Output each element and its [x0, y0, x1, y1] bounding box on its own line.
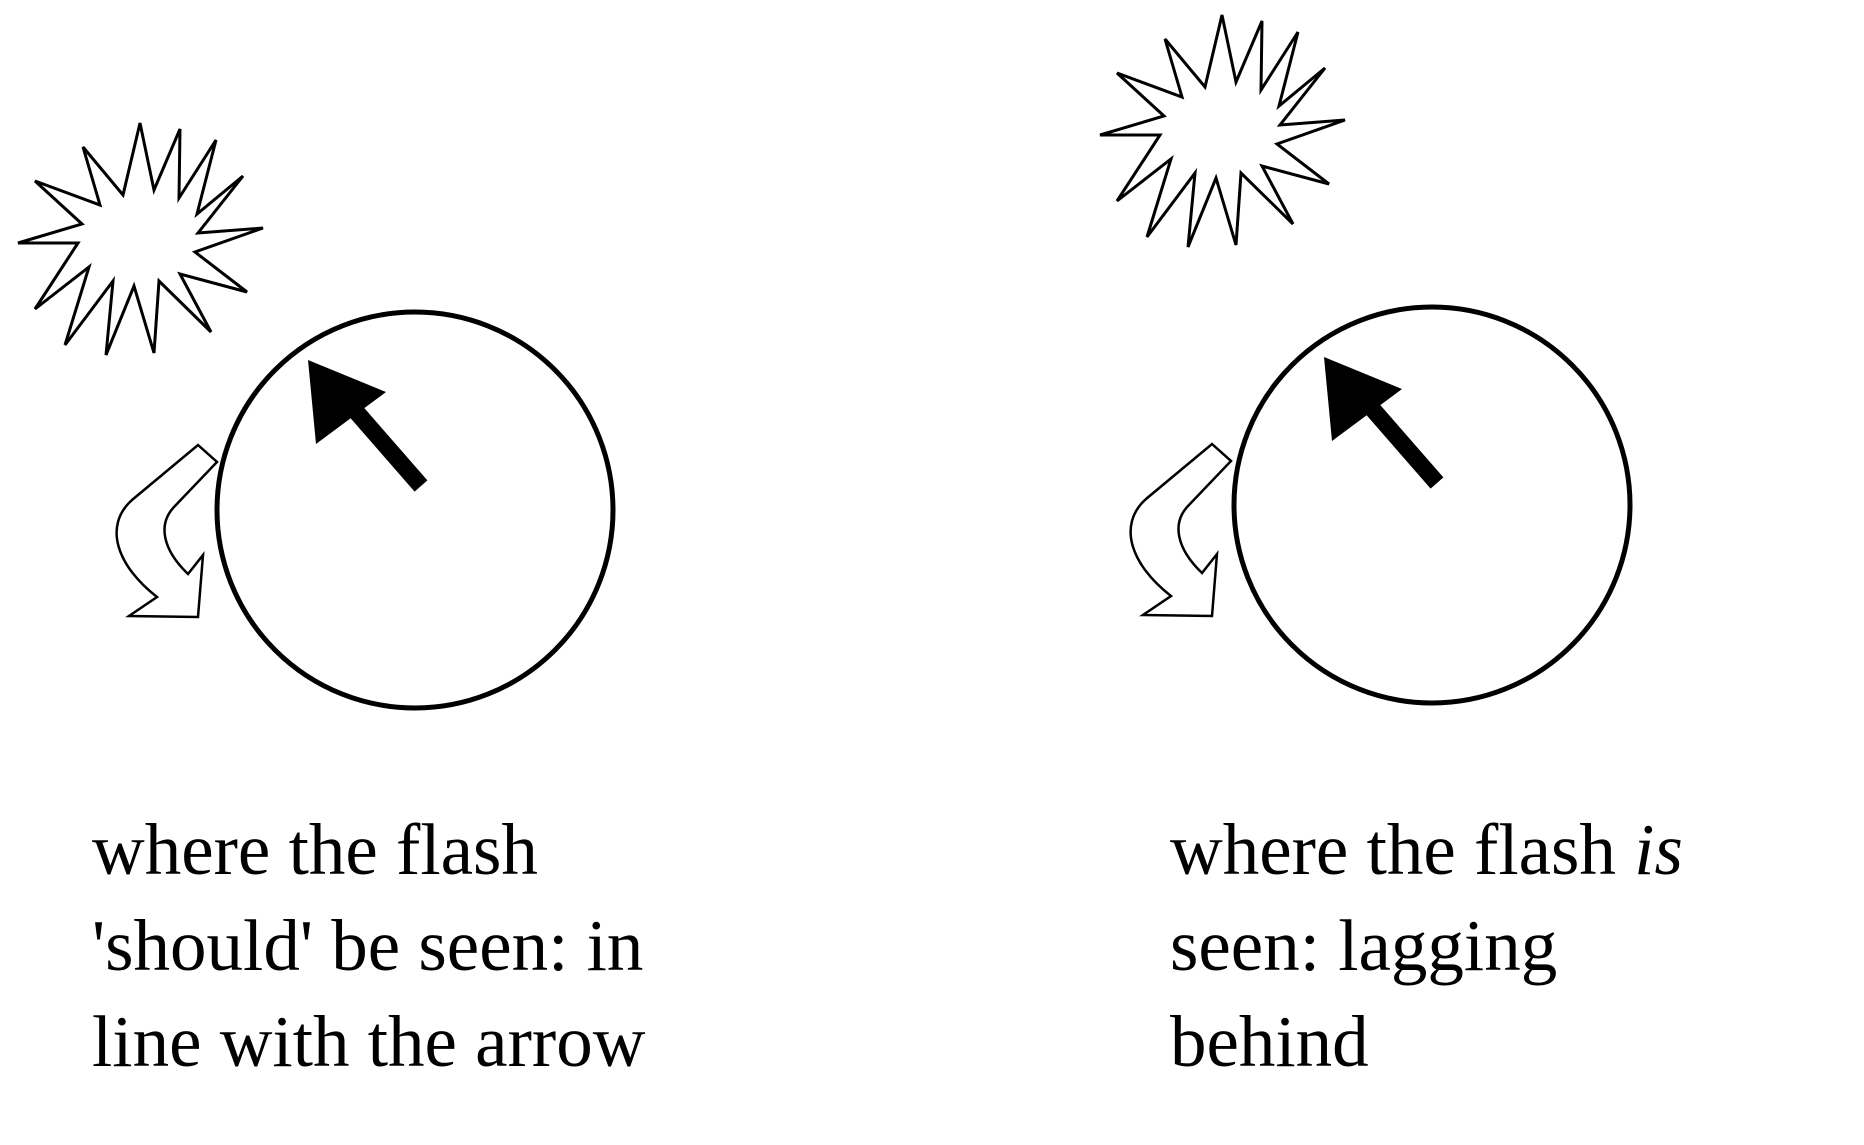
figure-perceived: [1098, 13, 1633, 706]
flash-starburst-perceived: [1098, 13, 1347, 249]
caption-line: where the flash is: [1170, 802, 1683, 898]
rotating-disc-perceived: [1231, 304, 1633, 706]
caption-line: behind: [1170, 1001, 1369, 1082]
clock-hand-arrow-perceived: [1324, 357, 1437, 483]
caption-line: where the flash: [92, 809, 538, 890]
caption-perceived: where the flash is seen: lagging behind: [1170, 802, 1683, 1090]
caption-line: line with the arrow: [92, 1001, 646, 1082]
caption-line: seen: lagging: [1170, 905, 1558, 986]
figure-expected: [16, 121, 616, 711]
rotation-arrow-expected: [115, 443, 219, 619]
flash-starburst-expected: [16, 121, 265, 357]
caption-line: 'should' be seen: in: [92, 905, 644, 986]
panel-expected: where the flash 'should' be seen: in lin…: [16, 121, 645, 1090]
rotation-arrow-perceived: [1129, 442, 1233, 618]
caption-emphasis: is: [1634, 809, 1683, 890]
clock-hand-arrow-expected: [308, 360, 421, 486]
rotating-disc-expected: [214, 309, 616, 711]
panel-perceived: where the flash is seen: lagging behind: [932, 0, 1864, 1145]
caption-text: where the flash: [1170, 809, 1635, 890]
caption-expected: where the flash 'should' be seen: in lin…: [92, 802, 645, 1090]
